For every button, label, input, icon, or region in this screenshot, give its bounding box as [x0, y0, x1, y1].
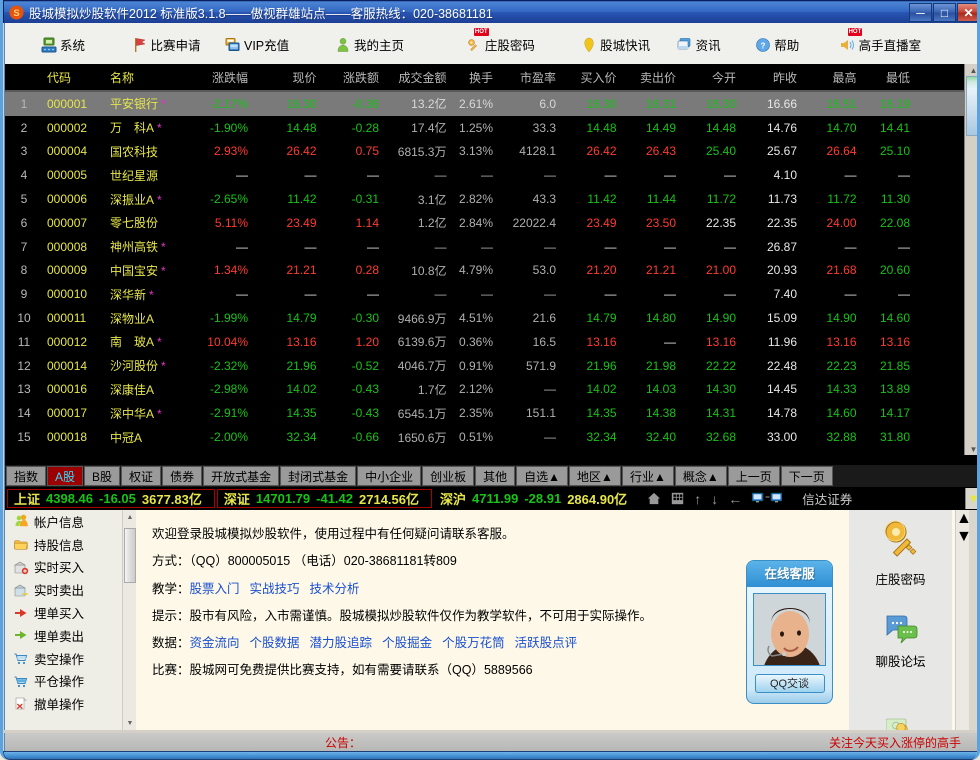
svg-text:?: ?	[761, 41, 766, 50]
svg-text:S: S	[13, 7, 19, 17]
